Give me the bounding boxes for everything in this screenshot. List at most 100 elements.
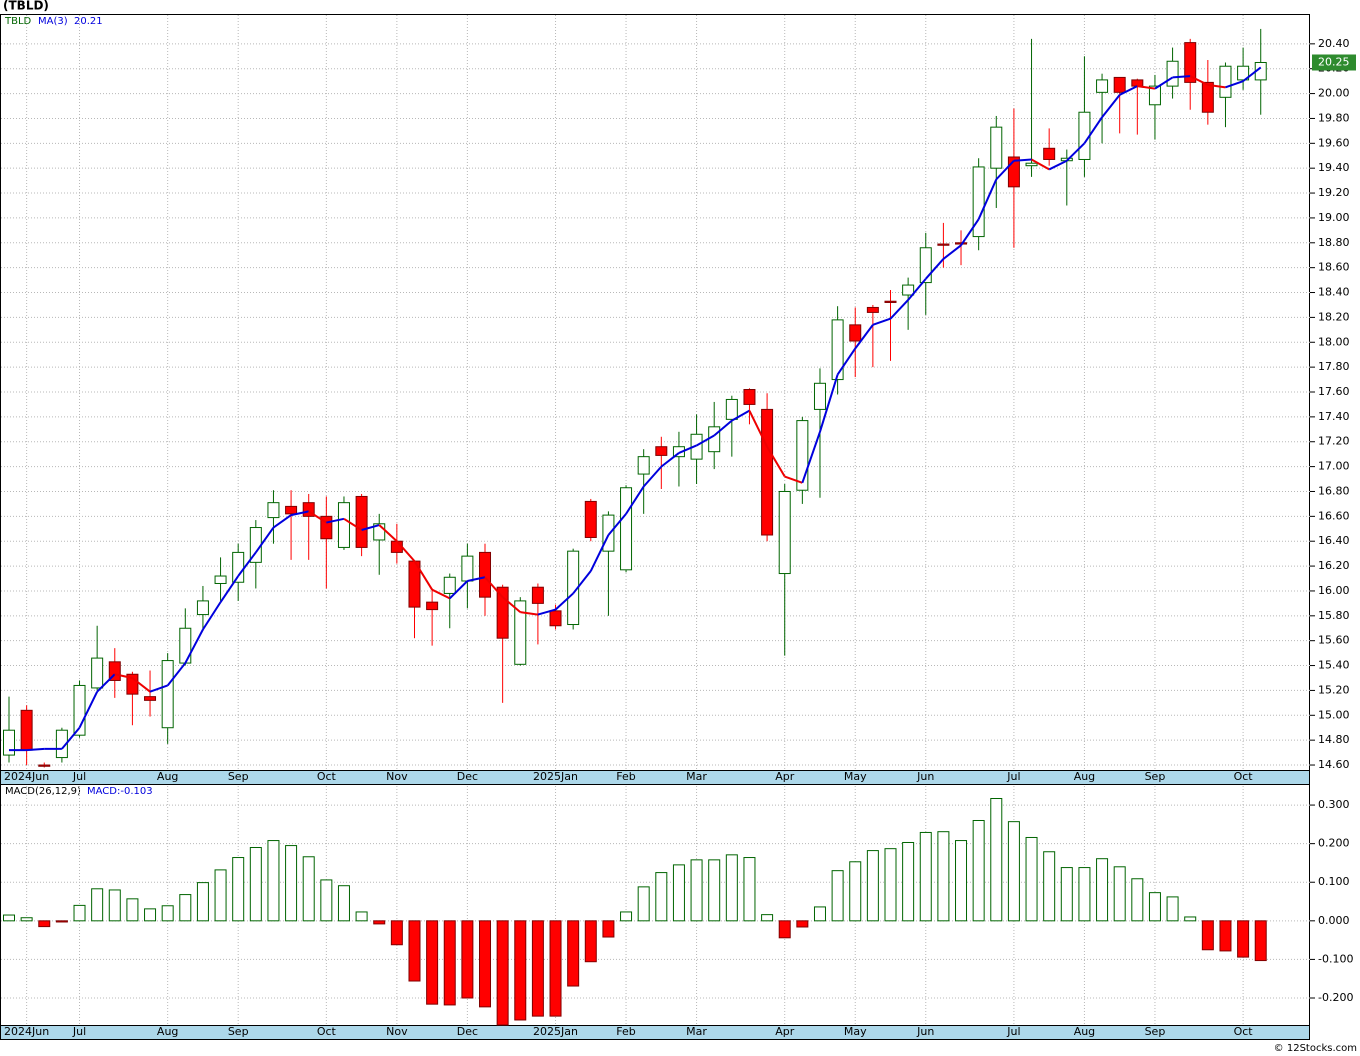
candle-body [126,673,139,695]
candle-body [884,300,897,303]
macd-bar [373,920,386,925]
y-tick-label: 19.00 [1318,211,1350,224]
x-tick-label: Nov [386,770,408,783]
candle-body [285,505,298,515]
candle-body [990,126,1003,169]
ma-segment [131,677,151,693]
y-tick-label: 15.40 [1318,659,1350,672]
candle-body [214,575,227,584]
ma-segment [660,452,680,468]
macd-bar [337,885,350,922]
ma-segment [801,431,821,484]
x-tick-label: Jul [1006,770,1020,783]
ma-segment [925,258,945,280]
macd-bar [813,906,826,922]
x-tick-label: Feb [616,770,635,783]
y-tick-label: 18.40 [1318,286,1350,299]
x-tick-label: Apr [775,1025,795,1038]
y-tick-label: 18.00 [1318,335,1350,348]
y-tick-label: 15.60 [1318,634,1350,647]
ma-segment [272,514,292,529]
macd-bar [479,920,492,1008]
candle-body [1113,76,1126,93]
candle-body [161,660,174,729]
candle-body [55,729,68,759]
ma-segment [378,524,398,542]
x-tick-label: 2025Jan [533,770,578,783]
ma-segment [819,374,839,433]
month-strip [0,770,1310,785]
candle-body [38,764,51,767]
y-tick-label: 18.60 [1318,261,1350,274]
y-tick-label: 0.200 [1318,837,1350,850]
macd-bar [1148,892,1161,922]
ma-segment [942,244,962,260]
candle-body [443,576,456,594]
x-tick-label: May [844,770,867,783]
ma-segment [449,580,469,600]
ma-segment [907,278,927,301]
ma-segment [784,475,803,484]
macd-bar [866,850,879,922]
legend-macd: MACD(26,12,9) [5,786,81,797]
macd-bar [355,911,368,922]
ma-segment [114,673,133,679]
ma-segment [1225,80,1244,89]
x-tick-label: Aug [157,770,178,783]
macd-bar [620,911,633,922]
y-tick-label: 16.20 [1318,559,1350,572]
ma-segment [554,592,574,611]
candle-body [20,709,33,751]
macd-bar [531,920,544,1017]
y-tick-label: 16.80 [1318,484,1350,497]
legend-macd-value: MACD:-0.103 [87,786,153,797]
ma-segment [396,540,416,562]
ma-segment [520,611,539,616]
y-tick-label: 17.20 [1318,435,1350,448]
macd-bar [108,889,121,922]
ma-segment [343,517,363,531]
legend-symbol: TBLD [4,16,32,27]
ma-segment [872,317,891,326]
y-tick-label: 17.80 [1318,360,1350,373]
ma-segment [96,673,116,693]
candle-body [831,319,844,381]
month-strip [0,1025,1310,1040]
macd-bar [179,894,192,922]
macd-bar [1166,896,1179,922]
macd-bar [249,847,262,922]
ma-segment [237,551,257,577]
candle-body [1096,79,1109,93]
candle-body [1025,162,1038,167]
candle-body [91,657,104,689]
macd-bar [584,920,597,963]
macd-bar [655,872,668,922]
macd-bar [778,920,791,939]
x-tick-label: Jul [1006,1025,1020,1038]
macd-bar [302,856,315,922]
macd-bar [796,920,809,928]
macd-bar [690,859,703,922]
y-tick-label: 19.40 [1318,161,1350,174]
ma-segment [290,510,309,517]
candle-body [196,600,209,616]
macd-bar [267,840,280,922]
ma-segment [78,691,99,729]
candle-body [1201,81,1214,113]
candle-body [1007,156,1020,188]
ma-segment [308,510,327,524]
candle-body [919,247,932,284]
macd-bar [1237,920,1250,958]
macd-bar [390,920,403,946]
y-tick-label: 14.80 [1318,733,1350,746]
ma-segment [501,596,521,613]
macd-bar [937,831,950,922]
candle-body [496,586,509,639]
macd-bar [849,861,862,922]
x-tick-label: Sep [228,1025,249,1038]
ma-segment [1066,142,1086,162]
macd-bar [1060,867,1073,922]
macd-bar [549,920,562,1017]
x-tick-label: Mar [686,1025,707,1038]
ma-segment [1242,66,1262,82]
